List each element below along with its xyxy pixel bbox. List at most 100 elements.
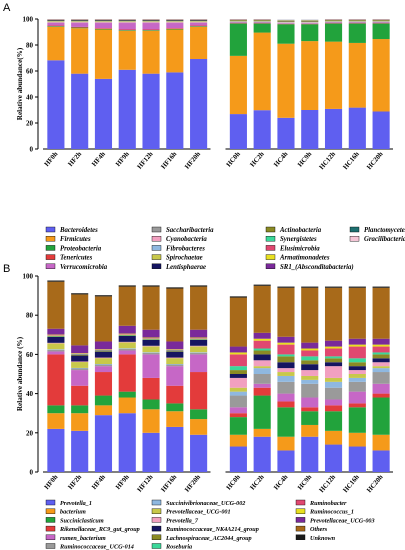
legend-label-proteobacteria: Proteobacteria bbox=[60, 245, 102, 252]
bar-segment-bacteroidetes bbox=[324, 108, 343, 149]
legend-swatch-armatimonadetes bbox=[265, 254, 276, 260]
bar-segment-bacterium bbox=[190, 419, 208, 435]
bar-segment-verrucomicrobia bbox=[47, 22, 65, 26]
bar-segment-prevotella-1 bbox=[47, 428, 65, 472]
bar-segment-rumen-bacterium bbox=[301, 397, 319, 408]
bar-segment-cyanobacteria bbox=[94, 21, 113, 23]
bar-segment-proteobacteria bbox=[166, 28, 184, 30]
bar-segment-prevotellaceae-ucg-003 bbox=[47, 328, 65, 335]
bar-segment-rikenellaceae-rc9-gut-group bbox=[277, 401, 295, 408]
bar-segment-bacterium bbox=[253, 428, 271, 437]
legend-swatch-ruminobacter bbox=[295, 499, 306, 506]
bar-segment-verrucomicrobia bbox=[118, 23, 136, 30]
legend-swatch-fibrobacteres bbox=[151, 245, 162, 251]
legend-label-bacterium: bacterium bbox=[60, 509, 86, 516]
bar-segment-ruminobacter bbox=[324, 348, 343, 357]
legend-swatch-elusimicrobia bbox=[265, 245, 276, 251]
bar-segment-ruminococcaceae-nk4a214-group bbox=[372, 358, 390, 363]
bar-segment-lentisphaerae bbox=[47, 20, 65, 22]
bar-segment-bacteroidetes bbox=[348, 107, 366, 149]
bar-segment-prevotella-7 bbox=[142, 345, 160, 347]
bar-segment-tenericutes bbox=[142, 29, 160, 31]
bar-segment-prevotellaceae-ucg-001 bbox=[301, 375, 319, 380]
legend-label-rikenellaceae-rc9-gut-group: Rikenellaceae_RC9_gut_group bbox=[59, 526, 140, 533]
bar-segment-prevotella-1 bbox=[71, 430, 89, 472]
bar-segment-prevotella-1 bbox=[277, 450, 295, 472]
bar-segment-succinivibrionaceae-ucg-002 bbox=[71, 367, 89, 369]
legend-label-ruminobacter: Ruminobacter bbox=[309, 500, 347, 507]
bar-segment-cyanobacteria bbox=[47, 21, 65, 23]
bar-segment-bacterium bbox=[118, 397, 136, 414]
bar-segment-prevotellaceae-ucg-003 bbox=[277, 336, 295, 343]
bar-segment-prevotellaceae-ucg-003 bbox=[229, 346, 247, 353]
legend-label-planctomycetes: Planctomycetes bbox=[364, 227, 405, 234]
bar-segment-verrucomicrobia bbox=[71, 23, 89, 27]
bar-segment-bacteroidetes bbox=[94, 78, 113, 149]
bar-segment-succinivibrionaceae-ucg-002 bbox=[94, 364, 113, 365]
bar-segment-actinobacteria bbox=[277, 20, 295, 22]
bar-segment-proteobacteria bbox=[301, 24, 319, 42]
bar-segment-prevotella-1 bbox=[118, 413, 136, 472]
bar-segment-ruminococcaceae-nk4a214-group bbox=[142, 339, 160, 346]
bar-segment-roseburia bbox=[190, 338, 208, 340]
bar-segment-succinivibrionaceae-ucg-002 bbox=[47, 349, 65, 350]
bar-segment-prevotellaceae-ucg-001 bbox=[372, 366, 390, 369]
bar-segment-ruminococcaceae-ucg-014 bbox=[301, 383, 319, 398]
bar-segment-bacterium bbox=[324, 430, 343, 445]
bar-segment-lachnospiraceae-ac2044-group bbox=[277, 356, 295, 363]
bar-segment-succiniclasticum bbox=[277, 407, 295, 437]
bar-segment-prevotellaceae-ucg-001 bbox=[324, 377, 343, 382]
bar-segment-others bbox=[372, 287, 390, 339]
bar-segment-rumen-bacterium bbox=[277, 393, 295, 402]
bar-segment-rumen-bacterium bbox=[47, 351, 65, 355]
bar-segment-lachnospiraceae-ac2044-group bbox=[324, 358, 343, 363]
bar-segment-tenericutes bbox=[118, 29, 136, 31]
bar-segment-prevotella-1 bbox=[142, 432, 160, 472]
bar-segment-tenericutes bbox=[47, 25, 65, 27]
bar-segment-firmicutes bbox=[166, 29, 184, 73]
bar-segment-ruminococcaceae-nk4a214-group bbox=[277, 362, 295, 369]
bar-segment-others bbox=[229, 297, 247, 347]
bar-segment-prevotellaceae-ucg-001 bbox=[190, 346, 208, 353]
bar-segment-bacteroidetes bbox=[166, 72, 184, 149]
bar-segment-others bbox=[166, 288, 184, 342]
x-tick-label: HF16h bbox=[160, 474, 178, 494]
legend-swatch-roseburia bbox=[151, 543, 162, 549]
x-tick-label: HF2h bbox=[67, 474, 83, 491]
bar-segment-prevotella-7 bbox=[253, 360, 271, 367]
bar-segment-firmicutes bbox=[71, 28, 89, 74]
legend-label-fibrobacteres: Fibrobacteres bbox=[166, 245, 205, 252]
bar-segment-prevotellaceae-ucg-003 bbox=[372, 338, 390, 345]
bar-segment-bacterium bbox=[229, 434, 247, 447]
bar-segment-unknown bbox=[190, 285, 208, 287]
bar-segment-rikenellaceae-rc9-gut-group bbox=[47, 354, 65, 406]
bar-segment-prevotellaceae-ucg-001 bbox=[142, 346, 160, 353]
bar-segment-rikenellaceae-rc9-gut-group bbox=[372, 393, 390, 398]
bar-segment-bacteroidetes bbox=[372, 111, 390, 149]
bar-segment-prevotella-7 bbox=[71, 361, 89, 363]
bar-segment-prevotellaceae-ucg-003 bbox=[94, 341, 113, 350]
y-tick-label: 100 bbox=[23, 16, 34, 24]
bar-segment-ruminococcaceae-nk4a214-group bbox=[348, 366, 366, 371]
bar-segment-rikenellaceae-rc9-gut-group bbox=[118, 354, 136, 392]
bar-segment-others bbox=[118, 286, 136, 326]
x-tick-label: HF12h bbox=[136, 474, 154, 494]
legend-label-firmicutes: Firmicutes bbox=[60, 236, 91, 243]
bar-segment-ruminococcaceae-ucg-014 bbox=[277, 381, 295, 394]
x-tick-label: HF0h bbox=[43, 151, 59, 168]
legend-label-unknown: Unknown bbox=[310, 535, 336, 542]
bar-segment-bacteroidetes bbox=[142, 73, 160, 149]
bar-segment-firmicutes bbox=[94, 29, 113, 79]
bar-segment-verrucomicrobia bbox=[94, 23, 113, 29]
bar-segment-roseburia bbox=[277, 354, 295, 357]
legend-swatch-rumen-bacterium bbox=[45, 534, 56, 540]
legend-swatch-spirochaetae bbox=[151, 254, 162, 260]
bar-segment-rumen-bacterium bbox=[118, 350, 136, 355]
bar-segment-roseburia bbox=[71, 354, 89, 355]
bar-segment-spirochaetae bbox=[118, 21, 136, 22]
bar-segment-succinivibrionaceae-ucg-002 bbox=[190, 352, 208, 353]
bar-segment-ruminococcaceae-ucg-014 bbox=[372, 372, 390, 384]
legend-swatch-prevotellaceae-ucg-001 bbox=[151, 508, 162, 514]
bar-segment-prevotella-1 bbox=[253, 436, 271, 472]
bar-segment-ruminobacter bbox=[118, 334, 136, 335]
